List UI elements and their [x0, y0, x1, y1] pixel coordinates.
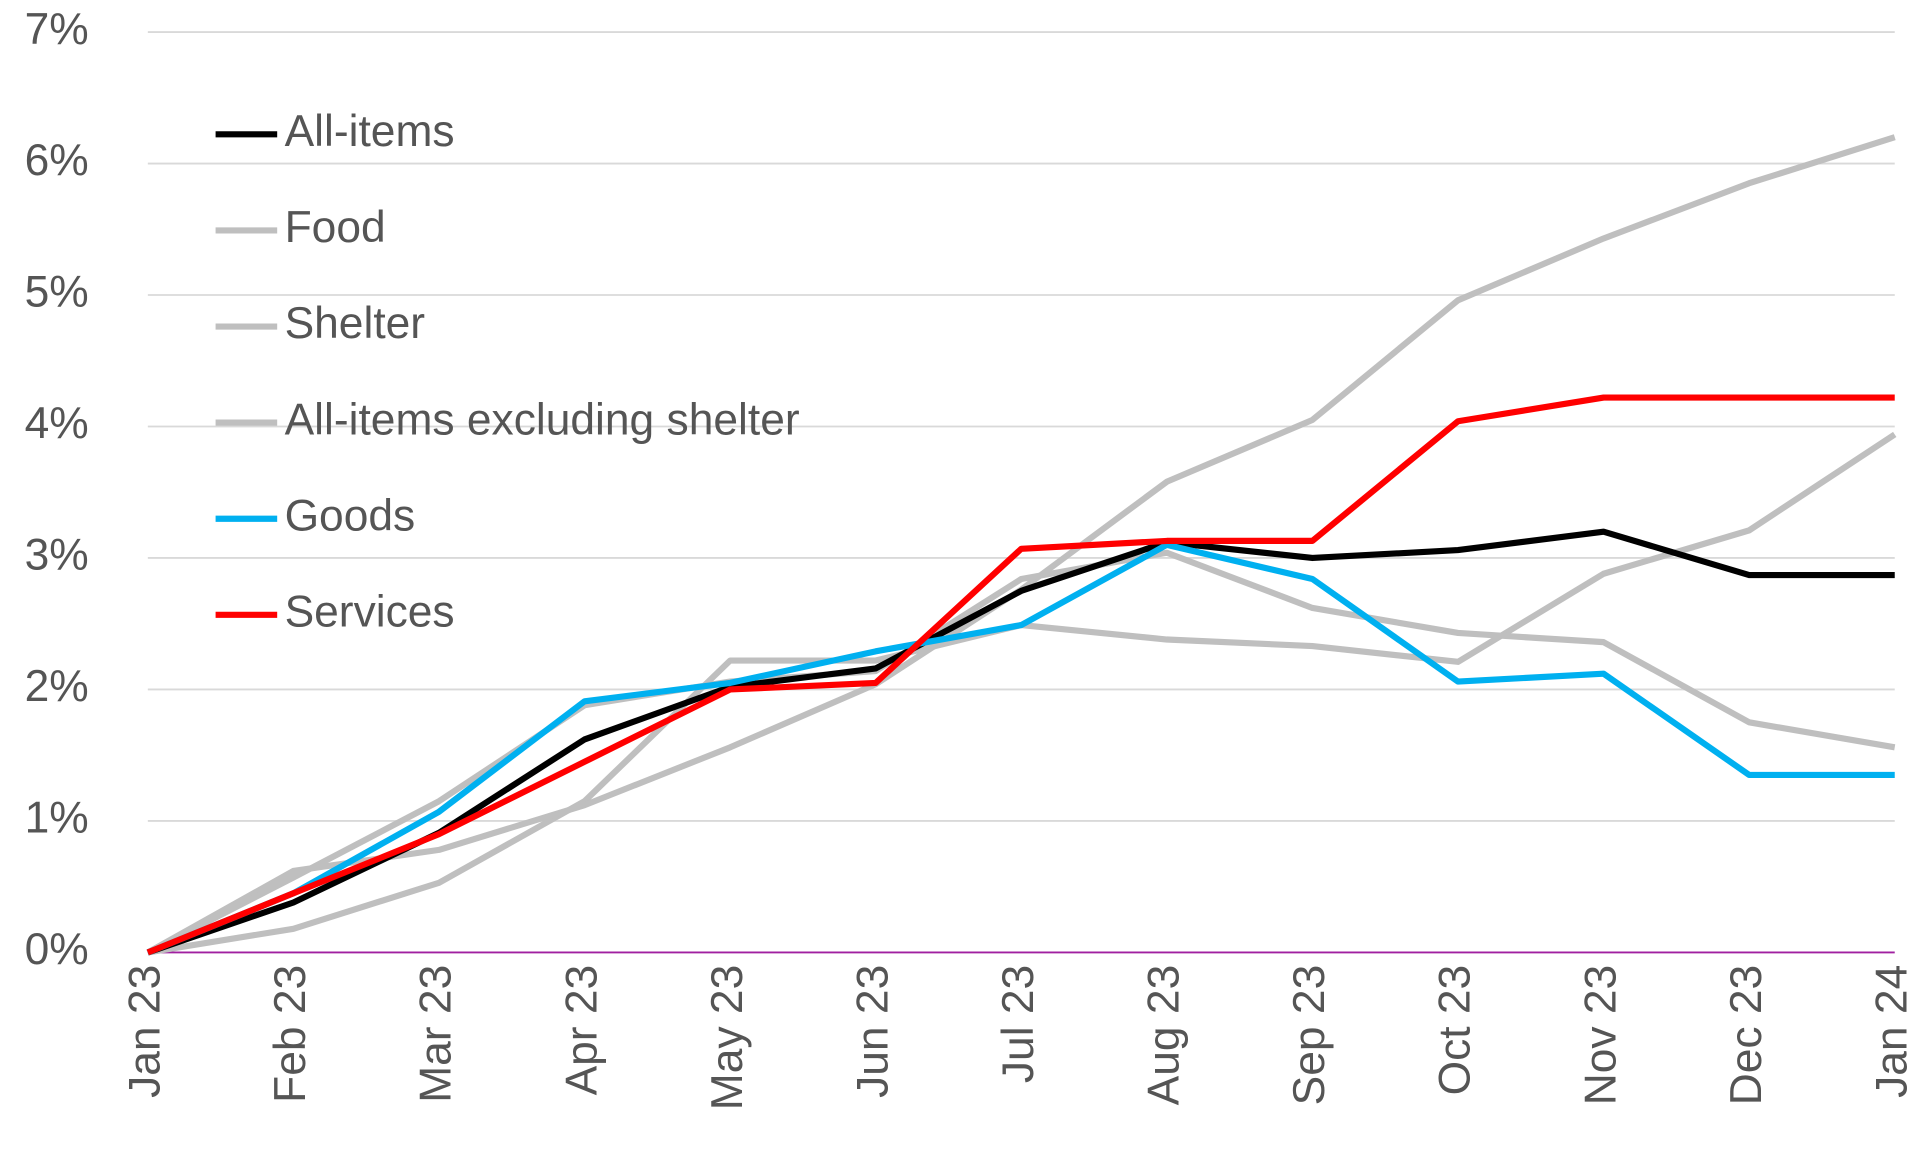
y-tick-label: 4% — [25, 399, 89, 448]
series-line — [146, 541, 1895, 956]
x-tick-label: Jan 24 — [1867, 965, 1916, 1098]
legend-label: All-items excluding shelter — [285, 395, 800, 444]
x-tick-label: Nov 23 — [1576, 965, 1625, 1106]
x-tick-label: Aug 23 — [1140, 965, 1189, 1106]
x-tick-label: Oct 23 — [1431, 965, 1480, 1096]
legend-label: Shelter — [285, 299, 426, 348]
y-tick-label: 6% — [25, 136, 89, 185]
x-tick-label: Mar 23 — [412, 965, 461, 1103]
x-tick-label: Apr 23 — [557, 965, 606, 1096]
y-tick-label: 7% — [25, 5, 89, 54]
y-tick-label: 2% — [25, 662, 89, 711]
y-tick-label: 5% — [25, 268, 89, 317]
legend: All-items Food Shelter All-items excluding … — [215, 107, 800, 637]
x-tick-label: Dec 23 — [1722, 965, 1771, 1106]
series-line — [146, 549, 1896, 956]
x-tick-label: May 23 — [703, 965, 752, 1110]
legend-label: Food — [285, 203, 386, 252]
x-tick-label: Jul 23 — [994, 965, 1043, 1083]
series-line — [146, 394, 1895, 956]
x-tick-label: Feb 23 — [266, 965, 315, 1103]
y-tick-label: 3% — [25, 531, 89, 580]
legend-label: All-items — [285, 107, 455, 156]
x-tick-label: Sep 23 — [1285, 965, 1334, 1106]
legend-label: Goods — [285, 491, 416, 540]
legend-label: Services — [285, 588, 455, 637]
x-tick-label: Jun 23 — [848, 965, 897, 1098]
y-tick-label: 1% — [25, 794, 89, 843]
y-tick-label: 0% — [25, 925, 89, 974]
x-tick-label: Jan 23 — [121, 965, 170, 1098]
